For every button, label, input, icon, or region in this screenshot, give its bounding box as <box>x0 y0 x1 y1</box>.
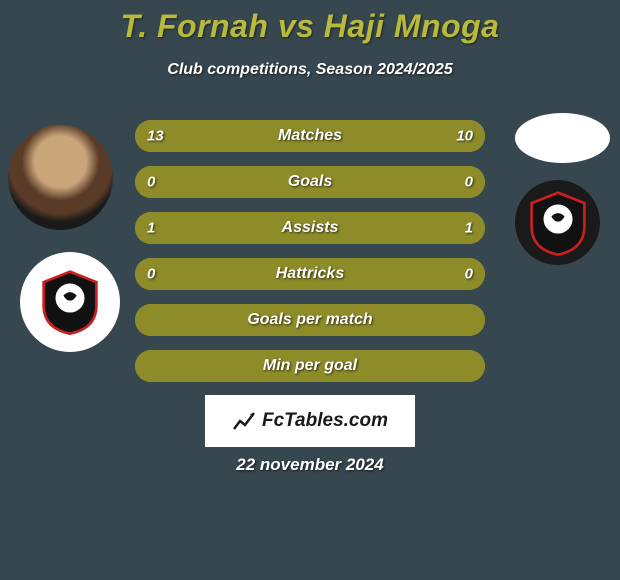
stat-bar: Goals per match <box>135 304 485 336</box>
stat-bar-left-value: 1 <box>147 220 155 237</box>
stat-bar-label: Min per goal <box>135 357 485 375</box>
stat-bar-left-value: 0 <box>147 174 155 191</box>
stat-bar: Assists1 1 <box>135 212 485 244</box>
stat-bar-label: Goals per match <box>135 311 485 329</box>
fctables-watermark: FcTables.com <box>205 395 415 447</box>
stat-bar-label: Matches <box>135 127 485 145</box>
player-left-avatar <box>8 125 113 230</box>
page-subtitle: Club competitions, Season 2024/2025 <box>0 61 620 79</box>
player-right-avatar <box>515 113 610 163</box>
comparison-bars: Matches1310Goals00Assists11Hattricks00Go… <box>135 120 485 396</box>
fctables-label: FcTables.com <box>262 410 388 432</box>
stat-bar-left-value: 13 <box>147 128 164 145</box>
stat-bar: Goals0 0 <box>135 166 485 198</box>
chart-line-icon <box>232 409 256 433</box>
club-right-badge <box>515 180 600 265</box>
stat-bar-left-value: 0 <box>147 266 155 283</box>
stat-bar-label: Hattricks <box>135 265 485 283</box>
page-title: T. Fornah vs Haji Mnoga <box>0 0 620 45</box>
shield-lion-icon <box>525 190 591 256</box>
stat-bar-right-value: 1 <box>465 220 473 237</box>
stat-bar-label: Goals <box>135 173 485 191</box>
stat-bar-right-value: 0 <box>465 266 473 283</box>
stat-bar-label: Assists <box>135 219 485 237</box>
stat-bar-right-value: 0 <box>465 174 473 191</box>
stat-bar: Matches13 10 <box>135 120 485 152</box>
club-left-badge <box>20 252 120 352</box>
date-label: 22 november 2024 <box>0 455 620 475</box>
stat-bar-right-value: 10 <box>456 128 473 145</box>
stat-bar: Hattricks0 0 <box>135 258 485 290</box>
stat-bar: Min per goal <box>135 350 485 382</box>
shield-lion-icon <box>37 269 103 335</box>
